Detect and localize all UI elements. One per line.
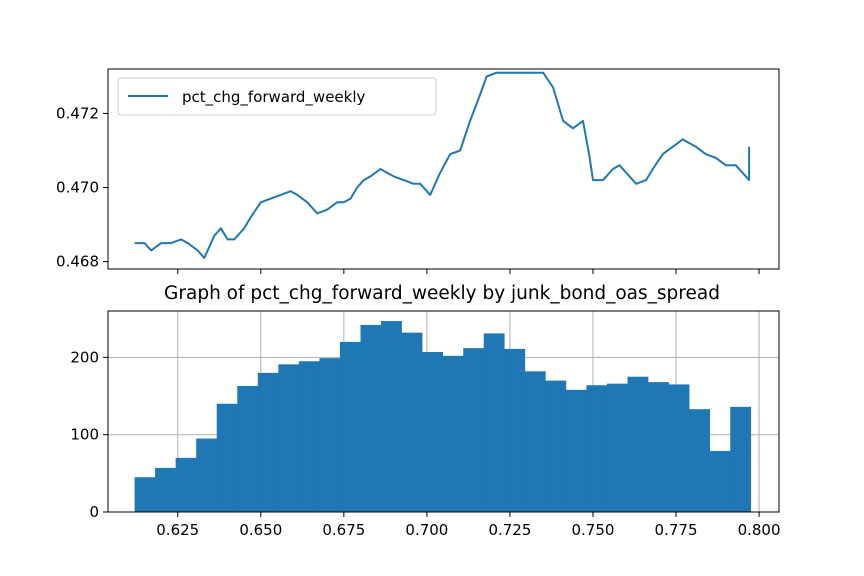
legend: pct_chg_forward_weekly bbox=[117, 77, 437, 116]
histogram-y-ticks: 0 100 200 bbox=[70, 348, 108, 521]
histogram-bar bbox=[524, 371, 546, 512]
histogram-bar bbox=[257, 372, 279, 512]
histogram-bar bbox=[442, 355, 464, 512]
histogram-title: Graph of pct_chg_forward_weekly by junk_… bbox=[164, 283, 720, 304]
histogram-x-tick-label: 0.775 bbox=[655, 521, 698, 539]
histogram-frame bbox=[107, 310, 780, 513]
histogram-y-tick-label: 100 bbox=[70, 426, 99, 444]
histogram-bar bbox=[689, 409, 710, 512]
histogram-bars bbox=[134, 321, 752, 512]
histogram-bar bbox=[339, 341, 361, 512]
histogram-x-tick-label: 0.750 bbox=[572, 521, 615, 539]
histogram-bar bbox=[401, 332, 423, 512]
histogram-x-tick-label: 0.650 bbox=[239, 521, 282, 539]
line-chart-panel: 0.468 0.470 0.472 pct_chg_forward_weekly bbox=[56, 68, 780, 274]
histogram-bar bbox=[648, 382, 669, 512]
histogram-bar bbox=[278, 364, 300, 512]
histogram-bar bbox=[504, 348, 526, 512]
histogram-x-tick-label: 0.800 bbox=[738, 521, 781, 539]
legend-label: pct_chg_forward_weekly bbox=[182, 88, 366, 107]
histogram-bar bbox=[237, 385, 259, 512]
histogram-bar bbox=[483, 333, 505, 512]
histogram-bar bbox=[360, 324, 382, 512]
histogram-bar bbox=[196, 438, 218, 512]
histogram-y-tick-label: 200 bbox=[70, 348, 99, 366]
line-chart-y-ticks: 0.468 0.470 0.472 bbox=[56, 104, 108, 271]
histogram-bar bbox=[134, 477, 156, 512]
line-chart-y-tick-label: 0.470 bbox=[56, 179, 99, 197]
histogram-bar bbox=[606, 383, 628, 512]
histogram-bar bbox=[319, 358, 341, 512]
histogram-bar bbox=[155, 467, 176, 512]
histogram-bar bbox=[545, 380, 567, 512]
histogram-x-tick-label: 0.700 bbox=[405, 521, 448, 539]
histogram-bar bbox=[422, 351, 443, 512]
series-line-pct-chg-forward-weekly bbox=[134, 71, 751, 259]
histogram-bar bbox=[586, 385, 608, 512]
line-chart-y-tick-label: 0.468 bbox=[56, 253, 99, 271]
histogram-bar bbox=[730, 406, 752, 512]
histogram-bar bbox=[381, 321, 402, 512]
histogram-bar bbox=[463, 348, 485, 512]
histogram-panel: 0.625 0.650 0.675 0.700 0.725 0.750 0.775 0.800… bbox=[70, 310, 781, 539]
histogram-x-tick-label: 0.625 bbox=[156, 521, 199, 539]
histogram-bar bbox=[627, 376, 649, 512]
histogram-bar bbox=[709, 450, 731, 512]
histogram-bar bbox=[175, 457, 197, 512]
histogram-bar bbox=[668, 384, 690, 512]
line-chart-x-ticks bbox=[177, 269, 760, 274]
histogram-y-tick-label: 0 bbox=[89, 503, 99, 521]
legend-box bbox=[117, 77, 437, 116]
histogram-bar bbox=[216, 403, 238, 512]
histogram-bar bbox=[565, 389, 587, 512]
histogram-x-ticks: 0.625 0.650 0.675 0.700 0.725 0.750 0.775 0.800 bbox=[156, 512, 781, 539]
histogram-x-tick-label: 0.675 bbox=[322, 521, 365, 539]
histogram-x-tick-label: 0.725 bbox=[488, 521, 531, 539]
line-chart-frame bbox=[107, 68, 780, 270]
line-chart-y-tick-label: 0.472 bbox=[56, 104, 99, 122]
histogram-bar bbox=[298, 361, 320, 512]
